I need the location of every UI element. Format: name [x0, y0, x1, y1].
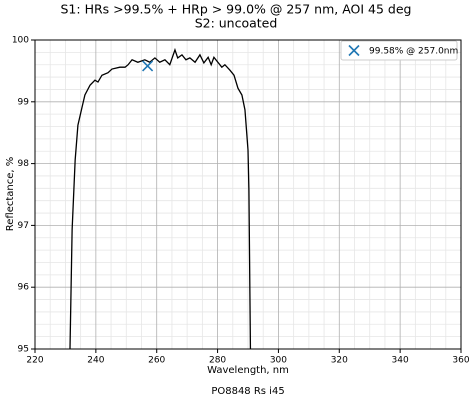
chart-title: S1: HRs >99.5% + HRp > 99.0% @ 257 nm, A…	[61, 2, 412, 17]
y-tick-label: 99	[18, 97, 30, 107]
footer: PO8848 Rs i45	[211, 386, 284, 397]
x-tick-label: 340	[392, 356, 409, 366]
x-tick-label: 360	[452, 356, 469, 366]
y-axis-label: Reflectance, %	[5, 157, 16, 232]
marker	[142, 60, 154, 72]
plot-frame	[34, 39, 462, 350]
x-tick-label: 260	[148, 356, 165, 366]
y-tick-label: 95	[18, 345, 29, 355]
x-tick-label: 240	[87, 356, 104, 366]
chart-subtitle: S2: uncoated	[195, 16, 278, 31]
x-tick-label: 300	[270, 356, 287, 366]
legend-box	[340, 40, 458, 61]
x-tick-label: 280	[209, 356, 226, 366]
x-tick-label: 220	[26, 356, 43, 366]
y-tick-label: 100	[12, 36, 29, 46]
y-tick-label: 96	[18, 283, 30, 293]
data-line	[69, 47, 252, 350]
legend-label: 99.58% @ 257.0nm	[369, 47, 458, 57]
x-axis-label: Wavelength, nm	[207, 365, 289, 376]
y-tick-label: 98	[18, 159, 30, 169]
x-tick-label: 320	[331, 356, 348, 366]
legend-marker	[348, 44, 360, 57]
y-tick-label: 97	[18, 221, 29, 231]
